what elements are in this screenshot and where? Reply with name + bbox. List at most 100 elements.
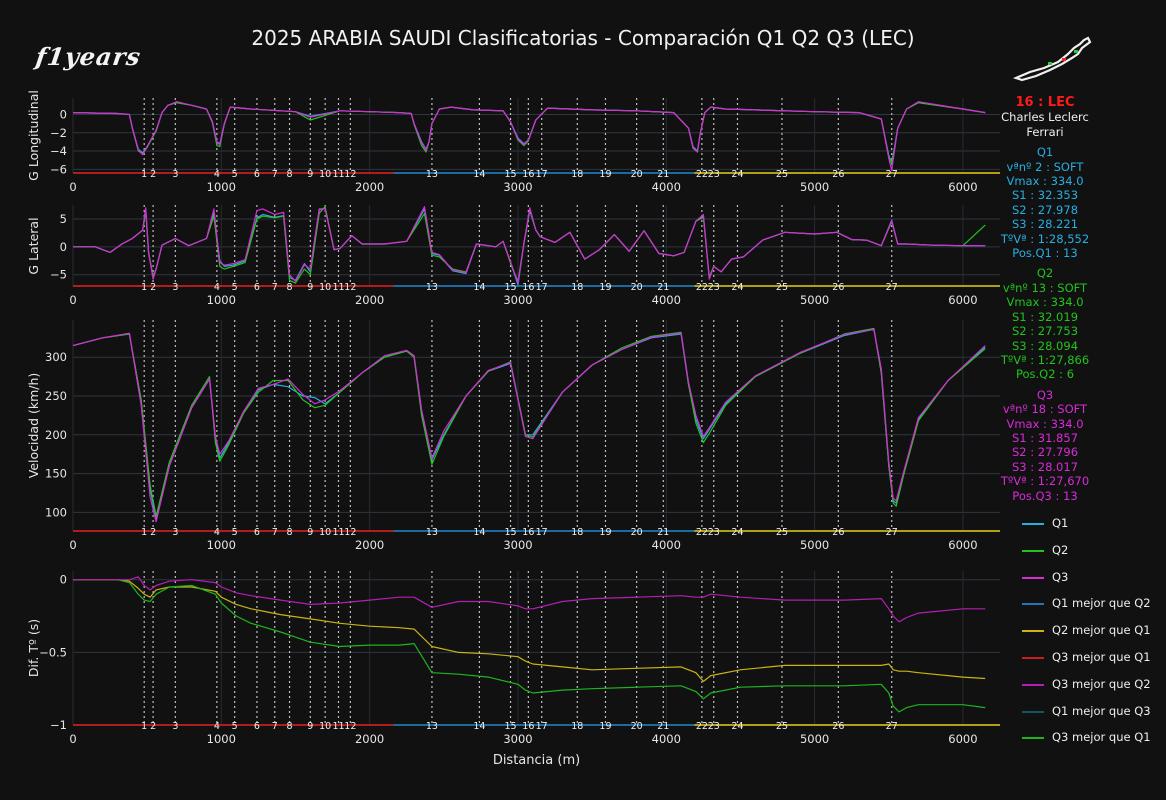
corner-label: 16: [522, 721, 534, 732]
corner-label: 9: [307, 527, 313, 538]
corner-label: 23: [708, 282, 720, 293]
x-tick-label: 4000: [652, 293, 681, 307]
corner-label: 10: [319, 721, 331, 732]
x-tick-label: 5000: [800, 538, 829, 552]
corner-label: 1: [141, 282, 147, 293]
corner-label: 25: [776, 282, 788, 293]
x-tick-label: 2000: [355, 180, 384, 194]
position: Pos.Q2 : 6: [1015, 367, 1075, 382]
corner-label: 17: [536, 169, 548, 180]
x-tick-label: 0: [69, 293, 76, 307]
corner-label: 7: [272, 527, 278, 538]
corner-label: 17: [536, 527, 548, 538]
lap-time: TºVª : 1:27,670: [1000, 474, 1090, 489]
corner-label: 15: [504, 527, 516, 538]
legend-label: Q2 mejor que Q1: [1052, 623, 1151, 638]
corner-label: 23: [708, 169, 720, 180]
x-tick-label: 6000: [948, 180, 977, 194]
corner-label: 10: [319, 282, 331, 293]
corner-label: 10: [319, 169, 331, 180]
corner-label: 27: [886, 169, 898, 180]
corner-label: 8: [287, 169, 293, 180]
vmax: Vmax : 334.0: [1006, 295, 1084, 310]
y-axis-label: G Lateral: [26, 217, 41, 274]
corner-label: 18: [571, 282, 583, 293]
session-q2-info: Q2 vªnº 13 : SOFT Vmax : 334.0 S1 : 32.0…: [985, 266, 1105, 381]
x-tick-label: 5000: [800, 732, 829, 746]
y-axis-label: Velocidad (km/h): [26, 373, 41, 479]
x-tick-label: 5000: [800, 180, 829, 194]
corner-label: 20: [631, 721, 643, 732]
corner-label: 14: [473, 527, 485, 538]
y-tick-label: 100: [45, 505, 67, 519]
corner-label: 2: [150, 721, 156, 732]
track-map-logo: [1012, 36, 1092, 82]
panel-g_lat: 50−51 2 3 4 5 6 7 8 9 10 11 12 13 14 15 16 17 18 19 20 21 22 2…: [26, 205, 1000, 307]
corner-label: 23: [708, 721, 720, 732]
series-line-q3: [73, 206, 986, 284]
corner-label: 1: [141, 721, 147, 732]
legend-swatch: [1022, 710, 1044, 713]
x-tick-label: 1000: [207, 732, 236, 746]
corner-label: 16: [522, 282, 534, 293]
series-line-q3-mejor-que-q1: [73, 579, 986, 713]
x-tick-label: 5000: [800, 293, 829, 307]
session-label: Q3: [1036, 387, 1054, 402]
series-line-q3: [72, 328, 986, 523]
corner-label: 19: [599, 282, 611, 293]
corner-label: 6: [254, 169, 260, 180]
corner-label: 19: [599, 721, 611, 732]
corner-label: 16: [522, 527, 534, 538]
corner-label: 25: [776, 527, 788, 538]
corner-label: 22: [696, 527, 708, 538]
corner-label: 7: [272, 282, 278, 293]
x-tick-label: 2000: [355, 538, 384, 552]
corner-label: 23: [708, 527, 720, 538]
corner-label: 5: [232, 721, 238, 732]
legend-swatch: [1022, 603, 1044, 606]
lap-info: vªnº 18 : SOFT: [1002, 402, 1088, 417]
corner-label: 18: [571, 169, 583, 180]
corner-label: 27: [886, 282, 898, 293]
corner-label: 17: [536, 721, 548, 732]
vmax: Vmax : 334.0: [1006, 174, 1084, 189]
corner-label: 11: [332, 721, 344, 732]
team-name: Ferrari: [1026, 124, 1064, 139]
y-tick-label: 200: [45, 428, 67, 442]
corner-label: 21: [657, 282, 669, 293]
x-tick-label: 0: [69, 180, 76, 194]
corner-label: 14: [473, 282, 485, 293]
sector3: S3 : 28.017: [1011, 459, 1079, 474]
corner-label: 22: [696, 282, 708, 293]
corner-label: 6: [254, 721, 260, 732]
corner-label: 6: [254, 282, 260, 293]
lap-time: TºVª : 1:27,866: [1000, 352, 1090, 367]
corner-label: 9: [307, 169, 313, 180]
corner-label: 13: [426, 169, 438, 180]
x-tick-label: 0: [69, 538, 76, 552]
corner-label: 24: [731, 721, 743, 732]
y-tick-label: 0: [60, 240, 67, 254]
corner-label: 5: [232, 282, 238, 293]
corner-label: 27: [886, 527, 898, 538]
y-tick-label: −6: [50, 162, 67, 176]
corner-label: 2: [150, 527, 156, 538]
corner-label: 20: [631, 169, 643, 180]
corner-label: 19: [599, 169, 611, 180]
legend-swatch: [1022, 576, 1044, 579]
corner-label: 7: [272, 169, 278, 180]
legend-label: Q2: [1052, 542, 1069, 557]
corner-label: 19: [599, 527, 611, 538]
sector2: S2 : 27.796: [1011, 445, 1079, 460]
vmax: Vmax : 334.0: [1006, 416, 1084, 431]
corner-label: 1: [141, 169, 147, 180]
lap-info: vªnº 13 : SOFT: [1002, 280, 1088, 295]
corner-label: 2: [150, 282, 156, 293]
sector3: S3 : 28.221: [1011, 217, 1079, 232]
x-tick-label: 1000: [207, 180, 236, 194]
legend-label: Q1 mejor que Q3: [1052, 703, 1151, 718]
corner-label: 15: [504, 169, 516, 180]
position: Pos.Q3 : 13: [1012, 488, 1078, 503]
legend-swatch: [1022, 737, 1044, 740]
corner-label: 26: [832, 282, 844, 293]
